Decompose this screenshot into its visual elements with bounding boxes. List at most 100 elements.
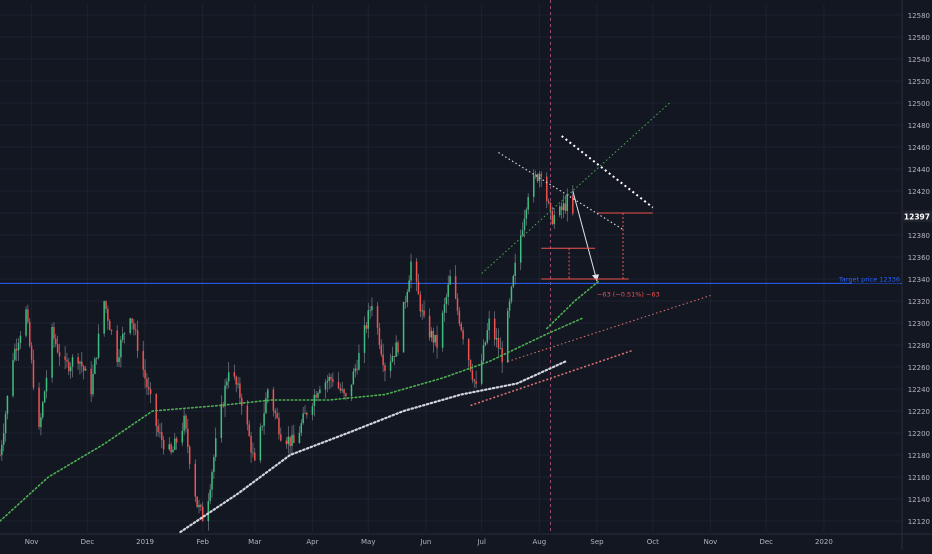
- candle-body: [19, 335, 22, 343]
- candle-body: [345, 393, 347, 397]
- candle-body: [352, 371, 355, 385]
- candle-body: [462, 330, 464, 340]
- candle-body: [341, 389, 343, 391]
- candle-body: [482, 344, 485, 361]
- candle-body: [376, 306, 379, 328]
- candle-body: [261, 425, 263, 428]
- upper-channel-line: [498, 151, 624, 231]
- x-tick-label: Nov: [25, 538, 39, 546]
- candle-body: [497, 337, 500, 349]
- candle-body: [339, 388, 342, 391]
- candle-body: [17, 342, 20, 351]
- candle-body: [32, 359, 35, 388]
- candle-body: [66, 359, 68, 362]
- candle-body: [315, 394, 317, 398]
- candle-body: [121, 333, 124, 340]
- candle-body: [430, 330, 433, 338]
- candle-body: [68, 361, 70, 372]
- y-tick-label: 12140: [908, 496, 930, 504]
- candle-body: [181, 430, 184, 443]
- x-tick-label: Feb: [197, 538, 210, 546]
- white-ma-line: [179, 360, 567, 534]
- upper-dotted-line: [561, 135, 654, 209]
- candle-body: [434, 334, 436, 343]
- candle-body: [428, 315, 431, 338]
- candle-body: [467, 339, 470, 361]
- x-tick-label: May: [361, 538, 375, 546]
- candle-body: [110, 330, 113, 331]
- y-tick-label: 12520: [908, 78, 930, 86]
- red-trend-line-lower: [470, 349, 633, 407]
- candle-body: [419, 294, 422, 312]
- candle-body: [475, 380, 477, 384]
- candle-body: [146, 378, 148, 388]
- candle-body: [317, 392, 319, 398]
- candle-body: [378, 327, 381, 346]
- candle-body: [287, 436, 290, 445]
- candle-body: [58, 352, 61, 357]
- drawings: Target price 12336: [0, 0, 902, 532]
- y-tick-label: 12200: [908, 430, 930, 438]
- candle-body: [161, 432, 163, 441]
- candle-body: [40, 417, 42, 428]
- current-price-badge: [903, 210, 932, 223]
- candle-body: [449, 276, 451, 285]
- candle-body: [25, 309, 27, 336]
- candle-body: [280, 434, 282, 441]
- x-tick-label: Jul: [476, 538, 486, 546]
- candle-body: [56, 344, 59, 353]
- candle-body: [200, 504, 202, 507]
- candle-body: [311, 406, 314, 415]
- candle-body: [371, 306, 373, 311]
- candle-body: [120, 339, 122, 358]
- y-tick-label: 12280: [908, 342, 930, 350]
- candle-body: [536, 174, 539, 182]
- candle-body: [397, 342, 399, 353]
- y-tick-label: 12460: [908, 144, 930, 152]
- candle-body: [328, 376, 330, 381]
- candle-body: [162, 440, 165, 450]
- candle-body: [274, 410, 276, 414]
- candle-body: [404, 301, 407, 303]
- candle-body: [246, 405, 249, 425]
- green-ma-projection-line: [545, 280, 600, 330]
- candle-body: [241, 397, 243, 406]
- candle-body: [6, 396, 9, 414]
- candle-body: [445, 296, 448, 305]
- candle-body: [350, 384, 353, 397]
- candle-body: [105, 301, 107, 310]
- candle-body: [488, 318, 490, 331]
- candle-body: [319, 389, 321, 393]
- candle-body: [95, 357, 98, 359]
- candle-body: [159, 432, 161, 433]
- candle-body: [560, 206, 563, 211]
- candle-body: [108, 320, 111, 331]
- candle-body: [201, 506, 204, 522]
- candle-body: [211, 472, 213, 490]
- candle-body: [408, 280, 410, 292]
- candle-body: [499, 348, 502, 349]
- candle-body: [207, 501, 210, 522]
- candle-body: [133, 323, 135, 330]
- x-tick-label: Aug: [533, 538, 547, 546]
- candle-body: [460, 323, 462, 331]
- candle-body: [278, 417, 280, 435]
- candle-body: [196, 496, 198, 508]
- x-tick-label: Dec: [81, 538, 95, 546]
- candle-body: [313, 394, 316, 407]
- candle-body: [42, 402, 44, 418]
- candle-body: [298, 432, 301, 443]
- candle-body: [135, 329, 137, 331]
- candle-body: [198, 504, 200, 508]
- candle-body: [187, 428, 189, 447]
- candle-body: [551, 211, 554, 225]
- candle-body: [183, 415, 185, 431]
- y-tick-label: 12560: [908, 34, 930, 42]
- candle-body: [214, 438, 217, 457]
- y-tick-label: 12440: [908, 166, 930, 174]
- candle-body: [250, 436, 252, 453]
